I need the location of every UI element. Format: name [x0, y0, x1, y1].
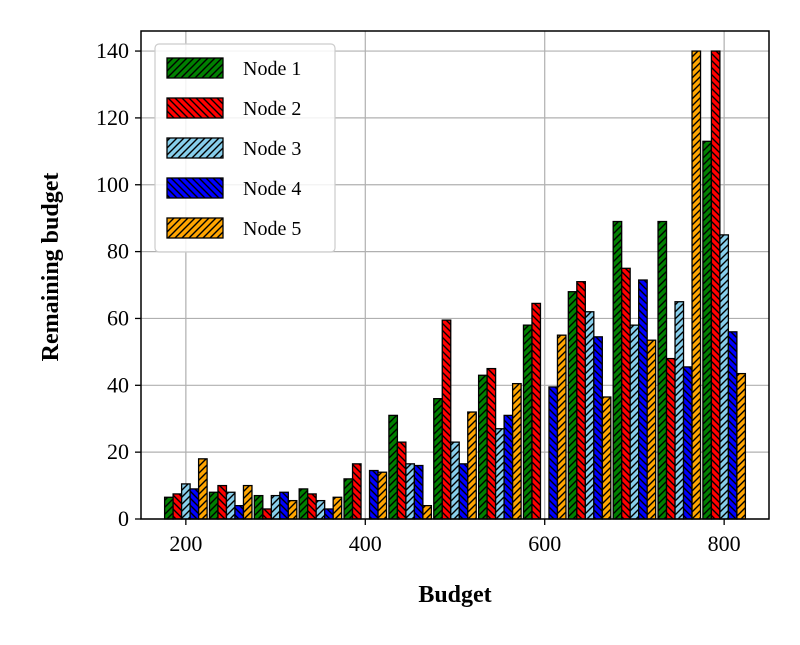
x-tick-label: 400: [349, 531, 382, 556]
y-tick-label: 80: [107, 239, 129, 264]
bar-node-2-550: [486, 367, 497, 520]
y-tick-label: 100: [96, 172, 129, 197]
ticks: 200 400 600 800 0 20 40 60 80 100 120 140: [96, 38, 741, 556]
bar-node-5-750: [691, 50, 702, 520]
legend: Node 1 Node 2 Node 3 Node 4 Node 5: [154, 43, 336, 253]
bar-node-1-300: [253, 494, 264, 520]
bar-node-3-750: [674, 301, 685, 520]
bar-node-1-600: [522, 324, 533, 520]
bar-node-4-200: [189, 488, 200, 520]
bar-node-5-700: [646, 339, 657, 520]
bar-node-1-400: [343, 478, 354, 520]
bar-node-1-350: [298, 488, 309, 520]
bar-node-5-800: [736, 372, 747, 520]
bar-node-3-450: [405, 463, 416, 520]
bar-node-2-600: [531, 302, 542, 520]
bar-node-3-350: [315, 499, 326, 520]
bar-node-3-250: [225, 491, 236, 520]
bar-node-3-550: [494, 428, 505, 520]
x-tick-label: 200: [169, 531, 202, 556]
y-tick-label: 140: [96, 38, 129, 63]
bar-node-1-750: [657, 220, 668, 520]
x-tick-label: 600: [528, 531, 561, 556]
bar-node-2-700: [621, 267, 631, 520]
bar-node-2-450: [396, 441, 407, 520]
legend-label: Node 5: [243, 218, 301, 240]
bar-node-3-500: [450, 441, 460, 520]
y-tick-label: 20: [107, 439, 129, 464]
bar-node-4-450: [413, 464, 424, 520]
bar-node-4-250: [234, 504, 245, 520]
bar-node-5-450: [422, 504, 433, 520]
bar-node-3-200: [180, 483, 191, 520]
bar-node-4-300: [279, 491, 289, 520]
bars: [163, 50, 747, 520]
x-tick-label: 800: [708, 531, 741, 556]
bar-node-5-650: [601, 396, 612, 520]
bar-node-4-800: [727, 331, 738, 520]
bar-node-4-400: [368, 469, 379, 520]
bar-node-5-250: [242, 484, 253, 520]
bar-node-5-500: [467, 411, 477, 520]
bar-node-2-200: [172, 493, 183, 520]
legend-swatch: [166, 137, 224, 159]
legend-label: Node 4: [243, 178, 301, 200]
legend-box: [154, 43, 336, 253]
y-axis-title: Remaining budget: [38, 173, 64, 362]
bar-node-2-400: [351, 463, 362, 520]
bar-node-3-300: [270, 494, 281, 520]
bar-node-3-650: [584, 311, 595, 520]
bar-node-1-450: [388, 414, 399, 520]
y-tick-label: 120: [96, 105, 129, 130]
bar-node-4-550: [503, 414, 514, 520]
bar-node-2-650: [576, 281, 586, 520]
bar-node-5-300: [287, 499, 298, 520]
bar-node-2-500: [441, 319, 452, 520]
bar-node-3-800: [719, 234, 730, 520]
legend-label: Node 3: [243, 138, 301, 160]
bar-node-1-800: [702, 140, 713, 520]
y-tick-label: 60: [107, 305, 129, 330]
plot-frame: [140, 30, 770, 520]
x-axis-title: Budget: [418, 582, 491, 608]
legend-label: Node 1: [243, 58, 301, 80]
bar-node-4-750: [682, 366, 693, 520]
bar-node-1-500: [433, 398, 443, 520]
bar-node-4-650: [593, 336, 603, 520]
bar-node-5-200: [197, 458, 208, 520]
bar-node-4-700: [638, 279, 648, 520]
bar-node-4-350: [324, 508, 334, 520]
bar-node-2-350: [307, 493, 317, 520]
bar-node-2-800: [710, 50, 721, 520]
y-tick-label: 0: [118, 506, 129, 531]
legend-label: Node 2: [243, 98, 301, 120]
bar-node-1-200: [163, 496, 174, 520]
bar-node-1-250: [208, 491, 219, 520]
bar-node-2-300: [262, 508, 272, 520]
bar-node-3-700: [629, 324, 640, 520]
legend-swatch: [166, 97, 224, 119]
bar-node-5-600: [556, 334, 567, 520]
legend-swatch: [166, 177, 224, 199]
bar-node-2-750: [665, 357, 676, 520]
legend-swatch: [166, 217, 224, 239]
y-tick-label: 40: [107, 372, 129, 397]
bar-node-5-350: [332, 496, 343, 520]
bar-node-4-500: [458, 463, 469, 520]
bar-node-1-550: [477, 374, 488, 520]
bar-node-2-250: [217, 484, 228, 520]
bar-node-4-600: [548, 386, 559, 520]
bar-node-5-400: [377, 471, 388, 520]
bar-node-1-650: [567, 291, 578, 520]
bar-node-1-700: [612, 220, 623, 520]
bar-node-5-550: [511, 382, 522, 520]
legend-swatch: [166, 57, 224, 79]
